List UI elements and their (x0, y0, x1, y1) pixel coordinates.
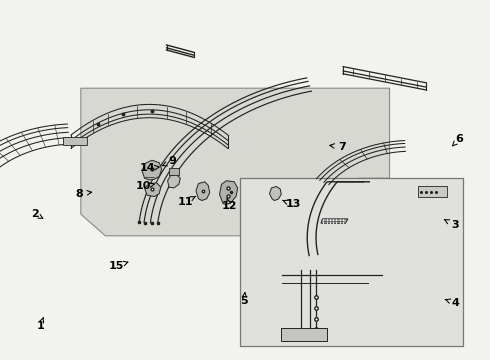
Polygon shape (196, 182, 210, 201)
FancyBboxPatch shape (240, 178, 463, 346)
Polygon shape (321, 219, 348, 223)
Text: 8: 8 (75, 189, 92, 199)
Polygon shape (220, 181, 238, 204)
FancyBboxPatch shape (63, 137, 87, 145)
FancyBboxPatch shape (169, 168, 179, 175)
Text: 15: 15 (109, 261, 128, 271)
Text: 10: 10 (135, 181, 154, 192)
Text: 3: 3 (444, 220, 459, 230)
Text: 2: 2 (31, 209, 43, 219)
Text: 5: 5 (240, 293, 248, 306)
FancyBboxPatch shape (281, 328, 327, 341)
Polygon shape (270, 186, 281, 201)
FancyBboxPatch shape (418, 186, 447, 197)
Text: 6: 6 (452, 134, 464, 146)
Text: 1: 1 (36, 318, 44, 331)
Text: 7: 7 (330, 142, 346, 152)
Text: 14: 14 (140, 163, 159, 174)
Text: 13: 13 (283, 199, 301, 210)
Polygon shape (81, 88, 390, 236)
Text: 9: 9 (162, 156, 176, 166)
Polygon shape (145, 183, 161, 197)
Text: 11: 11 (177, 196, 196, 207)
Text: 4: 4 (445, 298, 460, 308)
Polygon shape (142, 160, 162, 180)
Text: 12: 12 (221, 198, 237, 211)
Polygon shape (168, 175, 180, 188)
